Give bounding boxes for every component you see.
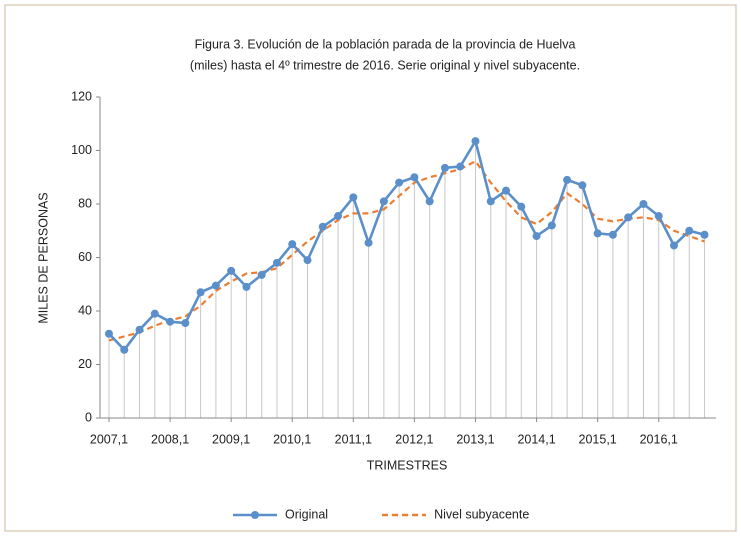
data-point [425, 197, 434, 206]
y-tick-label: 0 [85, 410, 92, 424]
y-tick-label: 80 [78, 196, 92, 210]
data-point [318, 222, 327, 231]
data-point [593, 229, 602, 238]
data-point [242, 282, 251, 291]
data-point [120, 345, 129, 354]
y-tick-label: 40 [78, 303, 92, 317]
data-point [563, 175, 572, 184]
data-point [624, 213, 633, 222]
chart-frame [4, 4, 737, 532]
data-point [547, 221, 556, 230]
data-point [486, 197, 495, 206]
y-tick-label: 120 [71, 89, 92, 103]
data-point [654, 212, 663, 221]
series-line [108, 159, 705, 342]
data-point [272, 258, 281, 267]
data-point [532, 232, 541, 241]
data-point [379, 197, 388, 206]
x-tick-label: 2015,1 [579, 432, 617, 446]
data-point [257, 270, 266, 279]
data-point [669, 241, 678, 250]
data-point [502, 186, 511, 195]
y-tick-label: 60 [78, 250, 92, 264]
y-tick-label: 20 [78, 357, 92, 371]
x-tick-label: 2011,1 [335, 432, 372, 446]
data-point [578, 181, 587, 190]
data-point [410, 173, 419, 182]
x-tick-label: 2013,1 [456, 432, 494, 446]
legend-label: Original [285, 507, 328, 521]
series-line [108, 137, 705, 352]
data-point [303, 256, 312, 265]
data-point [440, 163, 449, 172]
data-point [196, 288, 205, 297]
data-point [349, 193, 358, 202]
legend-label: Nivel subyacente [434, 507, 529, 521]
data-point [181, 319, 190, 328]
data-point [471, 137, 480, 146]
data-point [135, 325, 144, 334]
legend-marker [251, 511, 259, 519]
data-point [166, 317, 175, 326]
x-tick-label: 2008,1 [151, 432, 189, 446]
data-point [227, 266, 236, 275]
x-tick-label: 2007,1 [90, 432, 128, 446]
data-point [685, 226, 694, 235]
chart-title: Figura 3. Evolución de la población para… [195, 37, 576, 51]
y-tick-label: 100 [71, 143, 92, 157]
data-point [456, 162, 465, 171]
data-point [150, 309, 159, 318]
x-tick-label: 2016,1 [640, 432, 678, 446]
data-point [700, 230, 709, 239]
y-axis-label: MILES DE PERSONAS [36, 192, 50, 323]
data-point [211, 281, 220, 290]
data-point [639, 200, 648, 208]
x-tick-label: 2014,1 [517, 432, 555, 446]
x-tick-label: 2010,1 [273, 432, 311, 446]
data-point [364, 238, 373, 247]
data-point [608, 230, 617, 239]
data-point [395, 178, 404, 187]
x-axis-label: TRIMESTRES [367, 458, 448, 472]
data-point [288, 240, 297, 249]
x-tick-label: 2009,1 [212, 432, 250, 446]
data-point [105, 329, 113, 338]
x-tick-label: 2012,1 [395, 432, 433, 446]
data-point [334, 212, 343, 221]
data-point [517, 202, 526, 211]
chart-title: (miles) hasta el 4º trimestre de 2016. S… [190, 58, 580, 72]
